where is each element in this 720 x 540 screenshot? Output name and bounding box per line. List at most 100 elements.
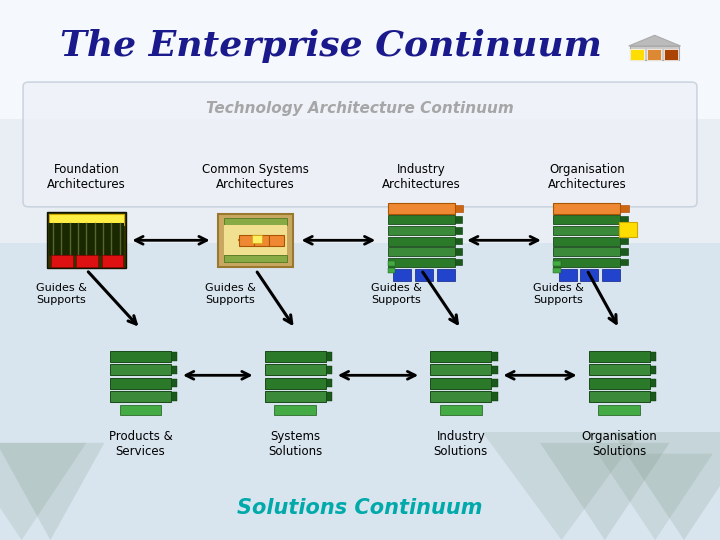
Bar bbox=[51, 255, 73, 267]
Bar bbox=[387, 258, 455, 267]
Bar bbox=[0, 532, 720, 537]
Bar bbox=[490, 366, 498, 374]
Bar bbox=[325, 392, 332, 401]
Bar bbox=[0, 534, 720, 539]
Bar bbox=[618, 259, 628, 266]
Bar bbox=[0, 534, 720, 539]
Bar bbox=[0, 530, 720, 536]
FancyBboxPatch shape bbox=[23, 82, 697, 207]
Bar bbox=[580, 269, 598, 281]
Bar bbox=[0, 532, 720, 538]
Text: Foundation
Architectures: Foundation Architectures bbox=[47, 163, 126, 191]
Bar bbox=[0, 534, 720, 539]
Bar bbox=[453, 259, 462, 266]
Text: Organisation
Solutions: Organisation Solutions bbox=[581, 430, 657, 458]
Bar bbox=[110, 364, 171, 375]
Bar bbox=[0, 534, 720, 539]
Bar bbox=[553, 258, 621, 267]
Bar bbox=[553, 268, 561, 273]
Text: Solutions Continuum: Solutions Continuum bbox=[238, 497, 482, 518]
Bar bbox=[325, 352, 332, 361]
Bar bbox=[0, 532, 720, 538]
Bar bbox=[453, 227, 462, 234]
Bar bbox=[598, 405, 640, 415]
Bar bbox=[0, 535, 720, 540]
Bar bbox=[265, 391, 325, 402]
Bar bbox=[387, 261, 395, 266]
Bar bbox=[553, 247, 621, 256]
Bar bbox=[553, 203, 621, 214]
Bar bbox=[239, 235, 254, 246]
Bar bbox=[0, 532, 720, 538]
Bar bbox=[0, 531, 720, 536]
Bar bbox=[0, 533, 720, 538]
Bar bbox=[559, 269, 577, 281]
Bar bbox=[0, 530, 720, 536]
Bar bbox=[0, 534, 720, 539]
Text: Products &
Services: Products & Services bbox=[109, 430, 172, 458]
Text: Guides &
Supports: Guides & Supports bbox=[533, 283, 583, 305]
Bar bbox=[0, 534, 720, 539]
Bar bbox=[0, 530, 720, 535]
Bar bbox=[0, 533, 720, 538]
Bar bbox=[0, 529, 720, 535]
Bar bbox=[0, 532, 720, 538]
Text: Organisation
Architectures: Organisation Architectures bbox=[547, 163, 626, 191]
Bar bbox=[0, 532, 720, 537]
Bar bbox=[436, 269, 454, 281]
Bar bbox=[0, 532, 720, 537]
Bar bbox=[0, 535, 720, 540]
Text: Systems
Solutions: Systems Solutions bbox=[268, 430, 323, 458]
Bar bbox=[589, 351, 649, 362]
Bar bbox=[0, 530, 720, 536]
Bar bbox=[0, 530, 720, 535]
Bar bbox=[110, 351, 171, 362]
Bar bbox=[649, 352, 656, 361]
Bar bbox=[0, 533, 720, 538]
Bar bbox=[110, 377, 171, 389]
Bar bbox=[0, 531, 720, 536]
Bar bbox=[49, 214, 124, 225]
Bar bbox=[0, 534, 720, 539]
Bar bbox=[0, 530, 720, 535]
Bar bbox=[431, 351, 491, 362]
Bar bbox=[621, 205, 629, 212]
Bar bbox=[0, 534, 720, 539]
Bar bbox=[274, 405, 316, 415]
Bar bbox=[589, 391, 649, 402]
Text: Industry
Architectures: Industry Architectures bbox=[382, 163, 461, 191]
Bar bbox=[0, 532, 720, 537]
Bar bbox=[170, 392, 177, 401]
Bar bbox=[224, 225, 287, 255]
Bar bbox=[0, 532, 720, 537]
Bar bbox=[0, 243, 720, 540]
Bar bbox=[0, 533, 720, 538]
Bar bbox=[325, 366, 332, 374]
Bar bbox=[0, 530, 720, 536]
Bar bbox=[0, 535, 720, 540]
Bar bbox=[0, 530, 720, 536]
Bar bbox=[453, 238, 462, 244]
Bar bbox=[0, 530, 720, 536]
Text: The Enterprise Continuum: The Enterprise Continuum bbox=[60, 29, 602, 63]
Bar bbox=[170, 366, 177, 374]
Bar bbox=[0, 534, 720, 539]
Bar bbox=[170, 352, 177, 361]
Bar bbox=[0, 531, 720, 537]
Bar bbox=[553, 215, 621, 225]
Bar bbox=[649, 366, 656, 374]
Bar bbox=[490, 352, 498, 361]
Polygon shape bbox=[0, 443, 104, 540]
Polygon shape bbox=[598, 454, 713, 540]
Bar bbox=[0, 532, 720, 538]
Bar bbox=[0, 530, 720, 536]
Bar bbox=[0, 530, 720, 535]
Bar bbox=[0, 534, 720, 539]
Text: Guides &
Supports: Guides & Supports bbox=[371, 283, 421, 305]
Bar bbox=[0, 531, 720, 537]
Bar bbox=[387, 247, 455, 256]
Bar bbox=[49, 224, 124, 256]
Bar bbox=[0, 530, 720, 535]
Bar bbox=[0, 534, 720, 539]
Bar bbox=[0, 535, 720, 540]
